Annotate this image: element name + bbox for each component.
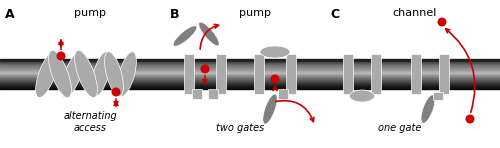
Bar <box>0 86 500 87</box>
Bar <box>0 70 500 71</box>
Text: C: C <box>330 8 339 21</box>
Bar <box>0 69 500 70</box>
Ellipse shape <box>199 22 219 46</box>
Bar <box>371 54 381 94</box>
Bar <box>0 64 500 65</box>
Ellipse shape <box>92 52 110 96</box>
Bar <box>0 67 500 68</box>
Bar <box>0 74 500 75</box>
Ellipse shape <box>270 74 280 83</box>
Ellipse shape <box>48 50 72 98</box>
Bar <box>184 54 194 94</box>
Text: A: A <box>5 8 15 21</box>
Ellipse shape <box>56 52 66 61</box>
Bar <box>0 87 500 88</box>
Bar <box>411 54 421 94</box>
Bar <box>0 66 500 67</box>
Bar <box>0 59 500 60</box>
Text: two gates: two gates <box>216 123 264 133</box>
Bar <box>0 80 500 81</box>
Bar <box>0 88 500 89</box>
Text: B: B <box>170 8 179 21</box>
Ellipse shape <box>104 52 124 96</box>
Bar <box>278 89 288 99</box>
Ellipse shape <box>112 87 120 96</box>
Ellipse shape <box>36 50 59 98</box>
Ellipse shape <box>438 17 446 26</box>
Bar <box>0 78 500 79</box>
Bar <box>192 89 202 99</box>
Bar <box>439 54 449 94</box>
Text: alternating
access: alternating access <box>63 111 117 133</box>
Text: one gate: one gate <box>378 123 422 133</box>
Bar <box>0 85 500 86</box>
Ellipse shape <box>260 46 290 58</box>
Bar <box>254 54 264 94</box>
Bar <box>0 60 500 61</box>
Bar <box>0 75 500 76</box>
Ellipse shape <box>200 65 209 74</box>
Bar <box>343 54 353 94</box>
Ellipse shape <box>173 26 197 46</box>
Ellipse shape <box>466 115 474 123</box>
Bar <box>0 61 500 62</box>
Text: pump: pump <box>74 8 106 18</box>
Bar <box>0 82 500 83</box>
Ellipse shape <box>74 50 98 98</box>
Bar <box>0 71 500 72</box>
Bar <box>0 73 500 74</box>
Text: channel: channel <box>393 8 437 18</box>
Bar <box>0 62 500 63</box>
Ellipse shape <box>118 52 137 96</box>
Ellipse shape <box>350 90 374 102</box>
Bar <box>0 63 500 64</box>
Bar <box>0 76 500 77</box>
Bar <box>0 65 500 66</box>
Ellipse shape <box>62 50 84 98</box>
Text: pump: pump <box>239 8 271 18</box>
Ellipse shape <box>421 95 435 123</box>
Bar <box>433 92 443 100</box>
Bar <box>0 77 500 78</box>
Bar <box>286 54 296 94</box>
Bar <box>0 84 500 85</box>
Bar <box>0 81 500 82</box>
Ellipse shape <box>263 94 277 124</box>
Bar <box>0 79 500 80</box>
Bar <box>216 54 226 94</box>
Bar <box>0 72 500 73</box>
Bar <box>208 89 218 99</box>
Bar <box>0 83 500 84</box>
Bar <box>0 68 500 69</box>
